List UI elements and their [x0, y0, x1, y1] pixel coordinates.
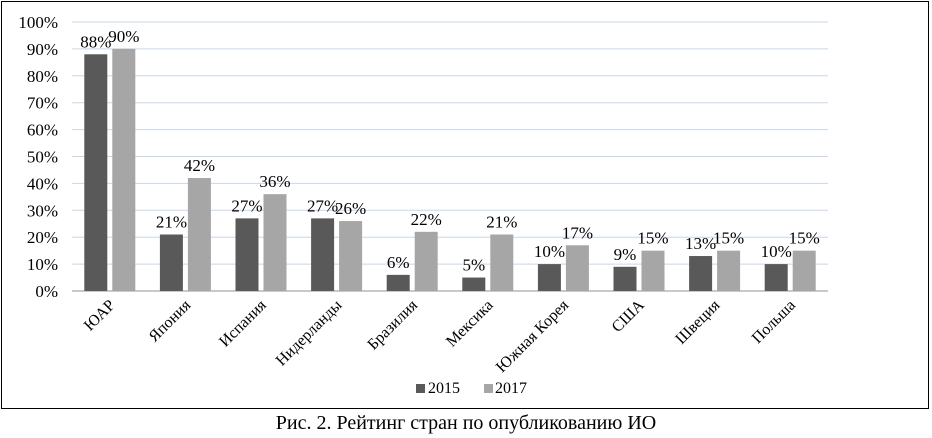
bar-2017: [414, 231, 438, 291]
bar-2017: [792, 250, 816, 291]
y-tick-label: 40%: [27, 174, 58, 193]
data-label-2015: 27%: [231, 196, 262, 215]
data-label-2015: 10%: [761, 242, 792, 261]
data-label-2017: 15%: [789, 229, 820, 248]
data-label-2017: 15%: [713, 229, 744, 248]
bar-2017: [565, 245, 589, 291]
bar-2017: [112, 48, 136, 292]
y-tick-label: 60%: [27, 121, 58, 140]
bar-2015: [311, 218, 335, 291]
legend-swatch-2017: [484, 384, 493, 393]
y-axis-ticks: 0% 10% 20% 30% 40% 50% 60% 70% 80% 90% 100%: [18, 13, 58, 301]
data-label-2017: 22%: [411, 210, 442, 229]
category-label: Польша: [749, 297, 799, 347]
category-label: Южная Корея: [493, 296, 573, 376]
bar-2015: [537, 264, 561, 291]
bar-2015: [462, 277, 486, 291]
y-tick-label: 0%: [35, 282, 58, 301]
data-labels: 88%90%21%42%27%36%27%26%6%22%5%21%10%17%…: [80, 27, 820, 275]
category-label: ЮАР: [81, 297, 119, 335]
bar-2015: [159, 234, 183, 291]
bar-chart: 0%10%20%30%40%50%60%70%80%90%100% 88%90%…: [18, 13, 828, 397]
bar-2017: [717, 250, 741, 291]
bar-2017: [339, 221, 363, 291]
legend: 2015 2017: [416, 380, 527, 397]
data-label-2015: 13%: [685, 234, 716, 253]
legend-swatch-2015: [416, 384, 425, 393]
data-label-2017: 36%: [259, 172, 290, 191]
bar-2017: [187, 178, 211, 291]
bar-2017: [263, 194, 287, 291]
y-tick-label: 50%: [27, 148, 58, 167]
data-label-2017: 42%: [184, 156, 215, 175]
y-tick-label: 90%: [27, 40, 58, 59]
x-axis-categories: ЮАР Япония Испания Нидерланды Бразилия Мексик…: [81, 296, 799, 376]
data-label-2017: 90%: [108, 27, 139, 46]
data-label-2017: 15%: [637, 229, 668, 248]
category-label: Мексика: [443, 297, 497, 351]
bar-2015: [386, 274, 410, 291]
bar-2015: [235, 218, 259, 291]
data-label-2017: 26%: [335, 199, 366, 218]
data-label-2015: 6%: [387, 253, 410, 272]
data-label-2015: 27%: [307, 196, 338, 215]
data-label-2015: 88%: [80, 32, 111, 51]
bar-2017: [641, 250, 665, 291]
chart-frame: [1, 1, 929, 409]
y-tick-label: 100%: [18, 13, 58, 32]
bar-2015: [613, 266, 637, 291]
figure-caption: Рис. 2. Рейтинг стран по опубликованию И…: [275, 412, 657, 434]
y-tick-label: 20%: [27, 228, 58, 247]
category-label: Япония: [146, 296, 195, 345]
y-tick-label: 70%: [27, 94, 58, 113]
category-label: Бразилия: [364, 296, 421, 353]
data-label-2017: 17%: [562, 223, 593, 242]
y-tick-label: 80%: [27, 67, 58, 86]
legend-label-2017: 2017: [495, 380, 527, 397]
legend-label-2015: 2015: [428, 380, 460, 397]
y-tick-label: 30%: [27, 201, 58, 220]
data-label-2015: 21%: [156, 213, 187, 232]
data-label-2015: 10%: [534, 242, 565, 261]
bar-2017: [490, 234, 514, 291]
category-label: Нидерланды: [273, 297, 346, 370]
bar-2015: [84, 54, 108, 291]
category-label: Испания: [216, 296, 270, 350]
data-label-2015: 5%: [462, 256, 485, 275]
category-label: США: [609, 296, 648, 335]
bar-2015: [689, 256, 713, 291]
category-label: Швеция: [672, 296, 723, 347]
data-label-2015: 9%: [614, 245, 637, 264]
y-tick-label: 10%: [27, 255, 58, 274]
bar-2015: [764, 264, 788, 291]
bars: [84, 48, 816, 292]
data-label-2017: 21%: [486, 213, 517, 232]
